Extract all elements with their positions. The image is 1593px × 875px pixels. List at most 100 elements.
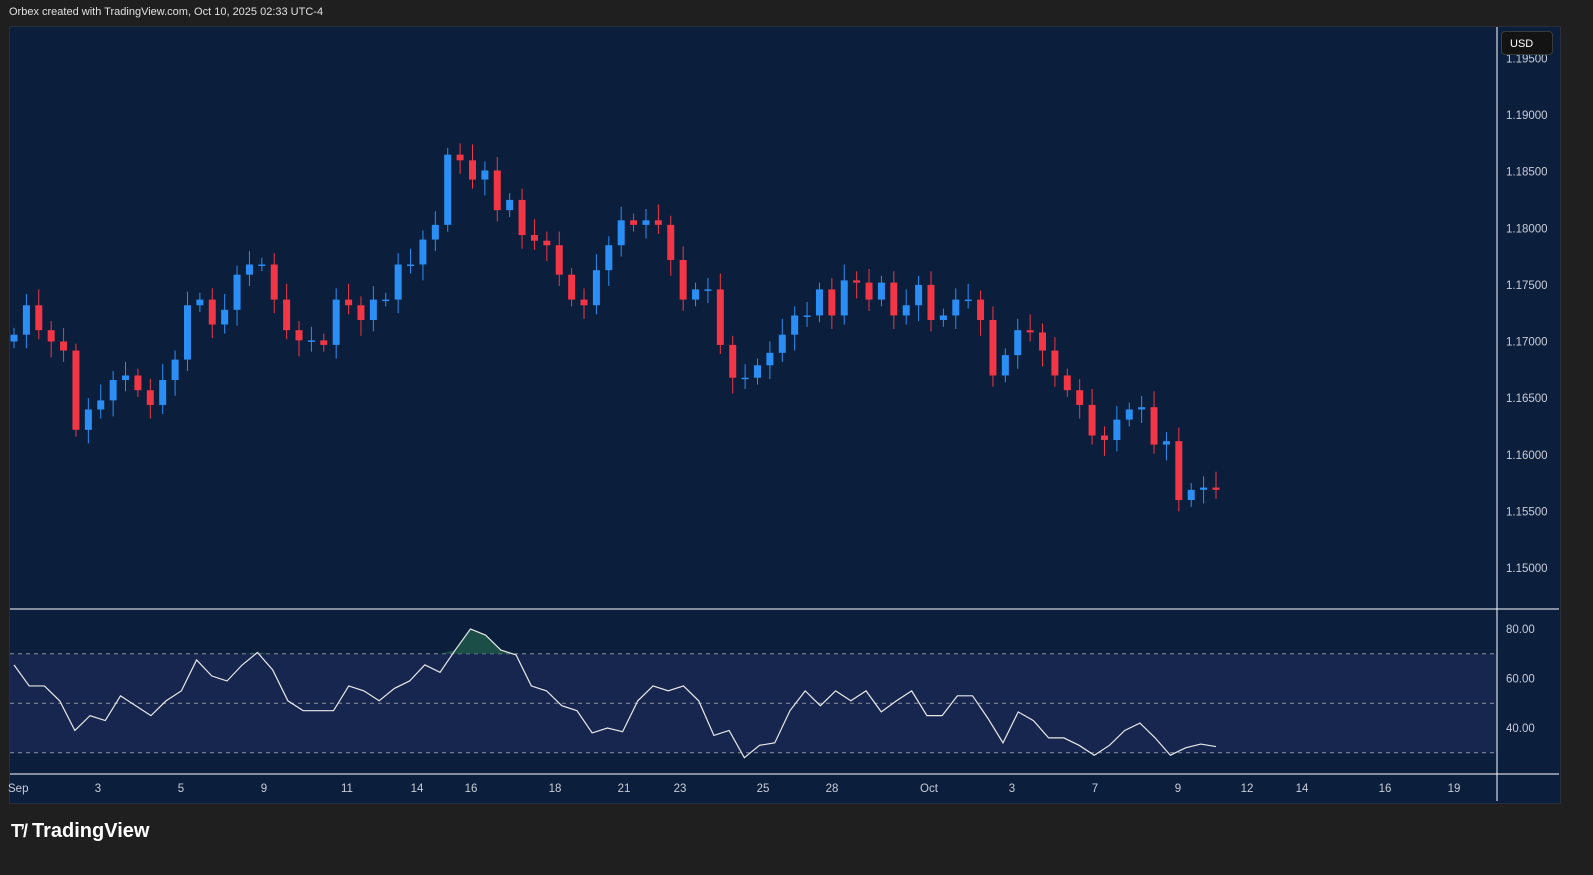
candle-body [183, 305, 191, 360]
candle-body [667, 224, 675, 260]
candle-body [481, 170, 489, 180]
chart-header: Orbex created with TradingView.com, Oct … [9, 6, 324, 18]
candle-body [1162, 441, 1170, 445]
candle-body [431, 224, 439, 240]
tradingview-logo[interactable]: T’/ TradingView [11, 820, 149, 843]
candle-body [915, 284, 923, 306]
candle-body [456, 154, 464, 161]
candle-body [716, 289, 724, 345]
candle-body [270, 264, 278, 300]
candle-body [1001, 355, 1009, 376]
time-tick-label: 23 [674, 783, 687, 795]
candle-body [778, 334, 786, 353]
candle-body [568, 274, 576, 300]
candle-body [382, 299, 390, 302]
candle-body [592, 270, 600, 306]
candle-body [679, 259, 687, 300]
candle-body [444, 154, 452, 225]
candle-body [1175, 441, 1183, 501]
candle-body [320, 340, 328, 345]
time-tick-label: 25 [757, 783, 770, 795]
candle-body [766, 352, 774, 366]
candle-body [952, 299, 960, 316]
candle-body [1212, 487, 1220, 490]
candle-body [245, 264, 253, 275]
time-tick-label: 21 [618, 783, 631, 795]
candle-body [47, 330, 55, 342]
candle-body [543, 240, 551, 246]
candle-body [605, 245, 613, 271]
candle-body [196, 299, 204, 306]
candle-body [345, 299, 353, 306]
candle-body [295, 330, 303, 341]
candle-body [642, 220, 650, 225]
candle-body [939, 315, 947, 320]
candle-body [134, 375, 142, 391]
candle-body [729, 344, 737, 378]
candle-body [1187, 489, 1195, 501]
candle-body [1150, 407, 1158, 445]
price-tick-label: 1.17000 [1506, 337, 1548, 349]
time-tick-label: 11 [341, 783, 353, 795]
candle-body [704, 289, 712, 291]
time-tick-label: 3 [95, 783, 101, 795]
candle-body [518, 199, 526, 236]
time-tick-label: 3 [1009, 783, 1015, 795]
rsi-tick-label: 60.00 [1506, 674, 1535, 686]
candle-body [1051, 350, 1059, 376]
rsi-line [13, 628, 1217, 759]
price-tick-label: 1.19000 [1506, 110, 1548, 122]
candle-body [840, 280, 848, 316]
time-tick-label: 28 [826, 783, 839, 795]
candle-body [692, 289, 700, 300]
candle-body [221, 309, 229, 325]
candle-body [828, 289, 836, 316]
candle-body [159, 380, 167, 405]
candle-body [977, 299, 985, 320]
currency-button[interactable]: USD [1501, 31, 1553, 55]
candle-body [630, 220, 638, 225]
candle-body [357, 305, 365, 320]
rsi-tick-label: 80.00 [1506, 624, 1535, 636]
candle-body [1026, 330, 1034, 333]
candle-body [927, 284, 935, 320]
price-tick-label: 1.15000 [1506, 563, 1548, 575]
candle-body [815, 289, 823, 316]
candle-body [1113, 419, 1121, 441]
time-tick-label: 12 [1241, 783, 1254, 795]
candle-body [803, 315, 811, 317]
candle-body [369, 299, 377, 320]
candle-body [754, 365, 762, 378]
candle-body [394, 264, 402, 300]
candle-body [617, 220, 625, 246]
time-tick-label: Sep [8, 783, 28, 795]
time-tick-label: 16 [1379, 783, 1392, 795]
candle-body [109, 380, 117, 401]
candle-body [72, 350, 80, 430]
candle-body [146, 390, 154, 405]
time-tick-label: 9 [261, 783, 267, 795]
candle-body [468, 160, 476, 180]
candle-body [580, 299, 588, 306]
candle-body [1039, 332, 1047, 351]
candle-body [1088, 404, 1096, 436]
candle-body [1125, 409, 1133, 420]
price-tick-label: 1.17500 [1506, 280, 1548, 292]
candle-body [493, 170, 501, 211]
candle-body [791, 315, 799, 335]
rsi-overbought-fill [242, 629, 517, 654]
time-tick-label: 9 [1175, 783, 1181, 795]
candle-body [741, 377, 749, 380]
candle-body [283, 299, 291, 331]
logo-text: TradingView [32, 820, 150, 842]
time-tick-label: Oct [920, 783, 939, 795]
candle-body [555, 245, 563, 275]
price-tick-label: 1.18000 [1506, 223, 1548, 235]
candle-body [654, 220, 662, 225]
candle-body [122, 375, 130, 381]
candle-body [877, 282, 885, 300]
candle-body [419, 239, 427, 265]
price-tick-label: 1.16000 [1506, 450, 1548, 462]
candle-body [1063, 375, 1071, 391]
